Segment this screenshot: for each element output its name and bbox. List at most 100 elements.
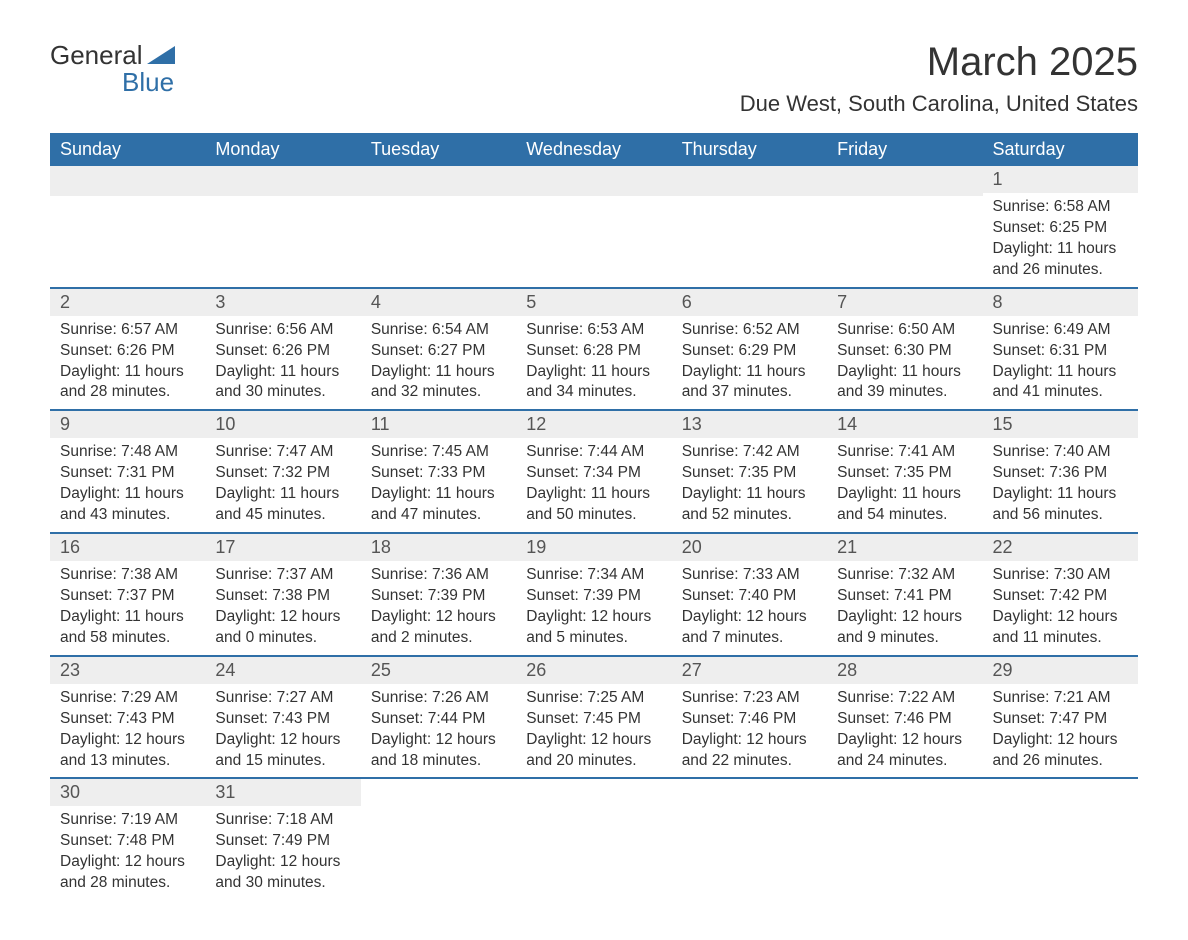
- day-data: Sunrise: 7:45 AMSunset: 7:33 PMDaylight:…: [361, 438, 516, 532]
- calendar-day-cell: 3Sunrise: 6:56 AMSunset: 6:26 PMDaylight…: [205, 288, 360, 411]
- calendar-week-row: 9Sunrise: 7:48 AMSunset: 7:31 PMDaylight…: [50, 410, 1138, 533]
- calendar-day-cell: 14Sunrise: 7:41 AMSunset: 7:35 PMDayligh…: [827, 410, 982, 533]
- sunrise-line: Sunrise: 7:42 AM: [682, 442, 817, 463]
- day-number: 11: [361, 411, 516, 438]
- sunrise-line: Sunrise: 7:19 AM: [60, 810, 195, 831]
- sunrise-line: Sunrise: 7:38 AM: [60, 565, 195, 586]
- sunset-line: Sunset: 7:43 PM: [60, 709, 195, 730]
- calendar-day-cell: [672, 166, 827, 288]
- calendar-day-cell: 8Sunrise: 6:49 AMSunset: 6:31 PMDaylight…: [983, 288, 1138, 411]
- calendar-day-cell: 19Sunrise: 7:34 AMSunset: 7:39 PMDayligh…: [516, 533, 671, 656]
- daylight-line: Daylight: 11 hours and 39 minutes.: [837, 362, 972, 404]
- day-number: [827, 166, 982, 196]
- sunrise-line: Sunrise: 7:29 AM: [60, 688, 195, 709]
- day-data: [827, 809, 982, 879]
- day-data: Sunrise: 7:32 AMSunset: 7:41 PMDaylight:…: [827, 561, 982, 655]
- sunrise-line: Sunrise: 7:18 AM: [215, 810, 350, 831]
- calendar-day-cell: 29Sunrise: 7:21 AMSunset: 7:47 PMDayligh…: [983, 656, 1138, 779]
- calendar-day-cell: 30Sunrise: 7:19 AMSunset: 7:48 PMDayligh…: [50, 778, 205, 900]
- daylight-line: Daylight: 11 hours and 32 minutes.: [371, 362, 506, 404]
- calendar-day-cell: [205, 166, 360, 288]
- day-data: Sunrise: 7:41 AMSunset: 7:35 PMDaylight:…: [827, 438, 982, 532]
- calendar-week-row: 1Sunrise: 6:58 AMSunset: 6:25 PMDaylight…: [50, 166, 1138, 288]
- daylight-line: Daylight: 12 hours and 20 minutes.: [526, 730, 661, 772]
- day-number: 17: [205, 534, 360, 561]
- sunset-line: Sunset: 7:47 PM: [993, 709, 1128, 730]
- daylight-line: Daylight: 11 hours and 45 minutes.: [215, 484, 350, 526]
- calendar-day-cell: [516, 166, 671, 288]
- calendar-day-cell: 24Sunrise: 7:27 AMSunset: 7:43 PMDayligh…: [205, 656, 360, 779]
- sunset-line: Sunset: 7:38 PM: [215, 586, 350, 607]
- daylight-line: Daylight: 11 hours and 43 minutes.: [60, 484, 195, 526]
- day-number: 8: [983, 289, 1138, 316]
- day-data: Sunrise: 7:26 AMSunset: 7:44 PMDaylight:…: [361, 684, 516, 778]
- sunrise-line: Sunrise: 7:40 AM: [993, 442, 1128, 463]
- sunrise-line: Sunrise: 7:36 AM: [371, 565, 506, 586]
- day-number: 24: [205, 657, 360, 684]
- daylight-line: Daylight: 11 hours and 34 minutes.: [526, 362, 661, 404]
- calendar-week-row: 30Sunrise: 7:19 AMSunset: 7:48 PMDayligh…: [50, 778, 1138, 900]
- daylight-line: Daylight: 12 hours and 22 minutes.: [682, 730, 817, 772]
- day-number: 9: [50, 411, 205, 438]
- daylight-line: Daylight: 12 hours and 30 minutes.: [215, 852, 350, 894]
- daylight-line: Daylight: 12 hours and 0 minutes.: [215, 607, 350, 649]
- calendar-day-cell: [983, 778, 1138, 900]
- calendar-day-cell: 16Sunrise: 7:38 AMSunset: 7:37 PMDayligh…: [50, 533, 205, 656]
- daylight-line: Daylight: 12 hours and 26 minutes.: [993, 730, 1128, 772]
- calendar-day-cell: [516, 778, 671, 900]
- sunrise-line: Sunrise: 6:54 AM: [371, 320, 506, 341]
- calendar-day-cell: 25Sunrise: 7:26 AMSunset: 7:44 PMDayligh…: [361, 656, 516, 779]
- daylight-line: Daylight: 11 hours and 58 minutes.: [60, 607, 195, 649]
- sunrise-line: Sunrise: 7:27 AM: [215, 688, 350, 709]
- sunset-line: Sunset: 6:30 PM: [837, 341, 972, 362]
- calendar-week-row: 23Sunrise: 7:29 AMSunset: 7:43 PMDayligh…: [50, 656, 1138, 779]
- day-number: 22: [983, 534, 1138, 561]
- weekday-header: Thursday: [672, 133, 827, 166]
- day-data: [516, 196, 671, 266]
- location: Due West, South Carolina, United States: [740, 91, 1138, 117]
- day-data: Sunrise: 7:33 AMSunset: 7:40 PMDaylight:…: [672, 561, 827, 655]
- calendar-day-cell: [827, 778, 982, 900]
- day-number: 28: [827, 657, 982, 684]
- sunset-line: Sunset: 7:36 PM: [993, 463, 1128, 484]
- sunrise-line: Sunrise: 6:57 AM: [60, 320, 195, 341]
- daylight-line: Daylight: 11 hours and 52 minutes.: [682, 484, 817, 526]
- day-number: 16: [50, 534, 205, 561]
- day-data: Sunrise: 7:47 AMSunset: 7:32 PMDaylight:…: [205, 438, 360, 532]
- daylight-line: Daylight: 11 hours and 30 minutes.: [215, 362, 350, 404]
- sunset-line: Sunset: 7:35 PM: [837, 463, 972, 484]
- sunrise-line: Sunrise: 7:25 AM: [526, 688, 661, 709]
- day-number: 4: [361, 289, 516, 316]
- calendar-day-cell: 7Sunrise: 6:50 AMSunset: 6:30 PMDaylight…: [827, 288, 982, 411]
- day-number: [983, 779, 1138, 809]
- sunset-line: Sunset: 7:35 PM: [682, 463, 817, 484]
- calendar-day-cell: 1Sunrise: 6:58 AMSunset: 6:25 PMDaylight…: [983, 166, 1138, 288]
- sunrise-line: Sunrise: 7:22 AM: [837, 688, 972, 709]
- sunset-line: Sunset: 6:29 PM: [682, 341, 817, 362]
- day-number: 26: [516, 657, 671, 684]
- calendar-week-row: 2Sunrise: 6:57 AMSunset: 6:26 PMDaylight…: [50, 288, 1138, 411]
- day-number: 6: [672, 289, 827, 316]
- calendar-day-cell: 23Sunrise: 7:29 AMSunset: 7:43 PMDayligh…: [50, 656, 205, 779]
- sunset-line: Sunset: 7:41 PM: [837, 586, 972, 607]
- header: General Blue March 2025 Due West, South …: [50, 40, 1138, 117]
- weekday-header: Tuesday: [361, 133, 516, 166]
- day-data: Sunrise: 7:34 AMSunset: 7:39 PMDaylight:…: [516, 561, 671, 655]
- day-data: Sunrise: 7:18 AMSunset: 7:49 PMDaylight:…: [205, 806, 360, 900]
- sunset-line: Sunset: 6:27 PM: [371, 341, 506, 362]
- sunset-line: Sunset: 7:48 PM: [60, 831, 195, 852]
- day-number: [361, 779, 516, 809]
- weekday-header: Friday: [827, 133, 982, 166]
- calendar-day-cell: 27Sunrise: 7:23 AMSunset: 7:46 PMDayligh…: [672, 656, 827, 779]
- day-number: [672, 779, 827, 809]
- day-data: [983, 809, 1138, 879]
- day-data: Sunrise: 6:56 AMSunset: 6:26 PMDaylight:…: [205, 316, 360, 410]
- sunset-line: Sunset: 7:44 PM: [371, 709, 506, 730]
- daylight-line: Daylight: 11 hours and 47 minutes.: [371, 484, 506, 526]
- day-data: Sunrise: 7:27 AMSunset: 7:43 PMDaylight:…: [205, 684, 360, 778]
- calendar-day-cell: [361, 778, 516, 900]
- daylight-line: Daylight: 12 hours and 2 minutes.: [371, 607, 506, 649]
- calendar-day-cell: 22Sunrise: 7:30 AMSunset: 7:42 PMDayligh…: [983, 533, 1138, 656]
- sunrise-line: Sunrise: 7:34 AM: [526, 565, 661, 586]
- sunset-line: Sunset: 7:34 PM: [526, 463, 661, 484]
